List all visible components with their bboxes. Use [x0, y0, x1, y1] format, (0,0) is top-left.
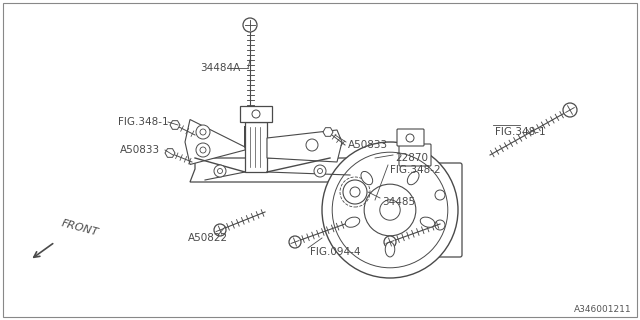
Polygon shape [267, 130, 342, 162]
Circle shape [243, 18, 257, 32]
Text: 22870: 22870 [395, 153, 428, 163]
FancyBboxPatch shape [398, 163, 462, 257]
Ellipse shape [407, 172, 419, 185]
Circle shape [289, 236, 301, 248]
Text: A50833: A50833 [348, 140, 388, 150]
Ellipse shape [345, 217, 360, 227]
Circle shape [563, 103, 577, 117]
Text: A346001211: A346001211 [574, 305, 632, 314]
Circle shape [306, 139, 318, 151]
Polygon shape [245, 122, 267, 172]
Polygon shape [323, 128, 333, 136]
Ellipse shape [385, 242, 395, 257]
Circle shape [343, 180, 367, 204]
Ellipse shape [361, 172, 372, 185]
Circle shape [214, 224, 226, 236]
Circle shape [364, 184, 416, 236]
Text: 34485: 34485 [382, 197, 415, 207]
Circle shape [196, 143, 210, 157]
Text: FIG.348-2: FIG.348-2 [390, 165, 440, 175]
Text: FIG.094-4: FIG.094-4 [310, 247, 360, 257]
Text: A50822: A50822 [188, 233, 228, 243]
Text: FIG.348-1: FIG.348-1 [495, 127, 546, 137]
FancyBboxPatch shape [397, 129, 424, 146]
Text: FRONT: FRONT [60, 219, 99, 238]
Text: A50833: A50833 [120, 145, 160, 155]
Polygon shape [190, 158, 358, 182]
Circle shape [384, 236, 396, 248]
FancyBboxPatch shape [240, 106, 272, 122]
Polygon shape [185, 119, 245, 164]
Circle shape [196, 125, 210, 139]
Circle shape [322, 142, 458, 278]
Text: 34484A: 34484A [200, 63, 240, 73]
FancyBboxPatch shape [399, 144, 431, 166]
Circle shape [314, 165, 326, 177]
Polygon shape [165, 149, 175, 157]
Ellipse shape [420, 217, 435, 227]
Circle shape [214, 165, 226, 177]
Polygon shape [170, 121, 180, 129]
Text: FIG.348-1: FIG.348-1 [118, 117, 168, 127]
